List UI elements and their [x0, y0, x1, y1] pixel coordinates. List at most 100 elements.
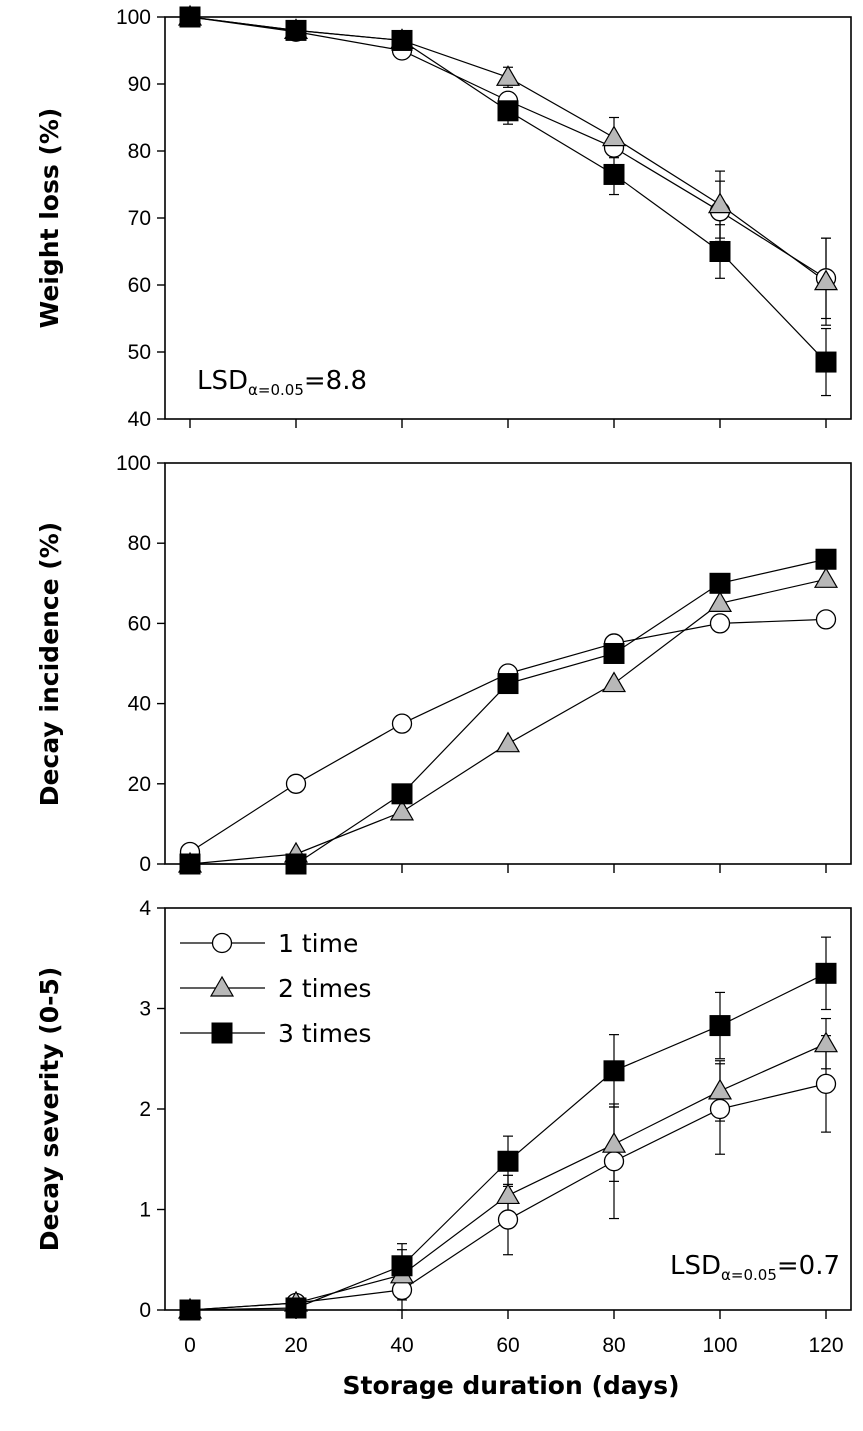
- series-points-triangle: [177, 4, 839, 291]
- marker-triangle: [601, 125, 627, 147]
- x-axis-title: Storage duration (days): [343, 1371, 680, 1400]
- y-tick-label: 40: [128, 693, 151, 716]
- marker-square: [285, 1297, 307, 1319]
- legend: 1 time 2 times 3 times: [180, 929, 371, 1048]
- series-layer: [177, 548, 839, 875]
- marker-square: [815, 962, 837, 984]
- x-axis-ticks: [189, 419, 827, 428]
- y-tick-label: 3: [139, 998, 151, 1021]
- lsd-annotation: LSDα=0.05=0.7: [670, 1251, 840, 1284]
- marker-circle: [497, 1209, 519, 1230]
- marker-square: [285, 853, 307, 875]
- marker-square: [709, 572, 731, 594]
- marker-triangle: [813, 269, 839, 291]
- series-points-triangle: [177, 567, 839, 873]
- marker-triangle: [495, 731, 521, 753]
- marker-circle: [603, 1151, 625, 1172]
- marker-square: [179, 1299, 201, 1321]
- x-tick-label: 20: [284, 1334, 307, 1357]
- x-axis-labels: 0 20 40 60 80 100 120: [184, 1334, 843, 1357]
- lsd-subscript: α=0.05: [721, 1266, 777, 1284]
- marker-square: [179, 6, 201, 28]
- marker-square: [709, 1015, 731, 1037]
- y-axis: 40 50 60 70 80 90 100: [116, 6, 165, 431]
- marker-triangle: [601, 1131, 627, 1153]
- legend-item-2-times: 2 times: [180, 974, 371, 1003]
- series-line-circle: [189, 16, 827, 279]
- marker-circle: [815, 609, 837, 630]
- y-tick-label: 100: [116, 452, 151, 475]
- marker-square: [815, 351, 837, 373]
- legend-label: 2 times: [278, 974, 371, 1003]
- y-tick-label: 70: [128, 207, 151, 230]
- marker-triangle: [601, 671, 627, 693]
- y-tick-label: 40: [128, 408, 151, 431]
- marker-circle: [285, 773, 307, 794]
- marker-circle: [709, 1098, 731, 1120]
- legend-item-3-times: 3 times: [180, 1019, 371, 1048]
- marker-square: [709, 241, 731, 262]
- marker-square: [391, 783, 413, 805]
- marker-triangle: [209, 975, 235, 997]
- marker-triangle: [707, 192, 733, 214]
- marker-circle: [815, 1073, 837, 1095]
- lsd-subscript: α=0.05: [248, 381, 304, 399]
- y-tick-label: 50: [128, 341, 151, 364]
- marker-triangle: [389, 799, 415, 821]
- y-tick-label: 4: [139, 897, 151, 920]
- marker-square: [285, 19, 307, 41]
- x-tick-label: 120: [808, 1334, 843, 1357]
- y-tick-label: 20: [128, 773, 151, 796]
- marker-square: [497, 100, 519, 122]
- legend-marker-square: [211, 1022, 233, 1044]
- y-axis-title: Decay severity (0-5): [35, 967, 64, 1252]
- marker-square: [391, 29, 413, 51]
- series-line-triangle: [189, 578, 827, 865]
- marker-triangle: [707, 1078, 733, 1100]
- lsd-label: LSD: [197, 366, 248, 396]
- marker-circle: [391, 713, 413, 734]
- y-axis: 0 20 40 60 80 100: [116, 452, 165, 876]
- marker-square: [815, 548, 837, 570]
- y-tick-label: 60: [128, 274, 151, 297]
- y-axis: 0 1 2 3 4: [139, 897, 165, 1322]
- marker-square: [211, 1022, 233, 1044]
- marker-triangle: [495, 65, 521, 86]
- y-tick-label: 90: [128, 73, 151, 96]
- legend-marker-triangle: [209, 975, 235, 997]
- marker-square: [603, 1060, 625, 1082]
- x-tick-label: 40: [390, 1334, 413, 1357]
- marker-triangle: [813, 567, 839, 588]
- legend-label: 3 times: [278, 1019, 371, 1048]
- series-points-circle: [179, 6, 837, 289]
- y-axis-title: Decay incidence (%): [35, 522, 64, 806]
- lsd-value: =8.8: [304, 366, 367, 396]
- y-tick-label: 60: [128, 612, 151, 635]
- marker-square: [391, 1255, 413, 1277]
- y-tick-label: 0: [139, 853, 151, 876]
- lsd-value: =0.7: [777, 1251, 840, 1281]
- lsd-label: LSD: [670, 1251, 721, 1281]
- lsd-annotation: LSDα=0.05=8.8: [197, 366, 367, 399]
- legend-marker-circle: [211, 932, 233, 954]
- y-tick-label: 1: [139, 1199, 151, 1222]
- marker-square: [497, 1150, 519, 1172]
- y-axis-title: Weight loss (%): [35, 108, 64, 329]
- series-layer: [177, 936, 839, 1321]
- y-tick-label: 2: [139, 1098, 151, 1121]
- marker-triangle: [813, 1031, 839, 1053]
- marker-square: [603, 642, 625, 664]
- marker-square: [603, 163, 625, 185]
- x-tick-label: 100: [702, 1334, 737, 1357]
- series-points-square: [179, 6, 837, 373]
- marker-circle: [211, 932, 233, 954]
- marker-square: [179, 853, 201, 875]
- weight-loss-panel: 40 50 60 70 80 90 100 Weight loss (%) LSDα=0.0…: [35, 4, 852, 431]
- series-points-square: [179, 962, 837, 1321]
- series-points-square: [179, 548, 837, 875]
- legend-item-1-time: 1 time: [180, 929, 358, 958]
- decay-severity-panel: 0 1 2 3 4 0 20 40 60 80 100 120 Decay severity (0-…: [35, 897, 852, 1357]
- y-tick-label: 80: [128, 532, 151, 555]
- series-layer: [177, 4, 839, 397]
